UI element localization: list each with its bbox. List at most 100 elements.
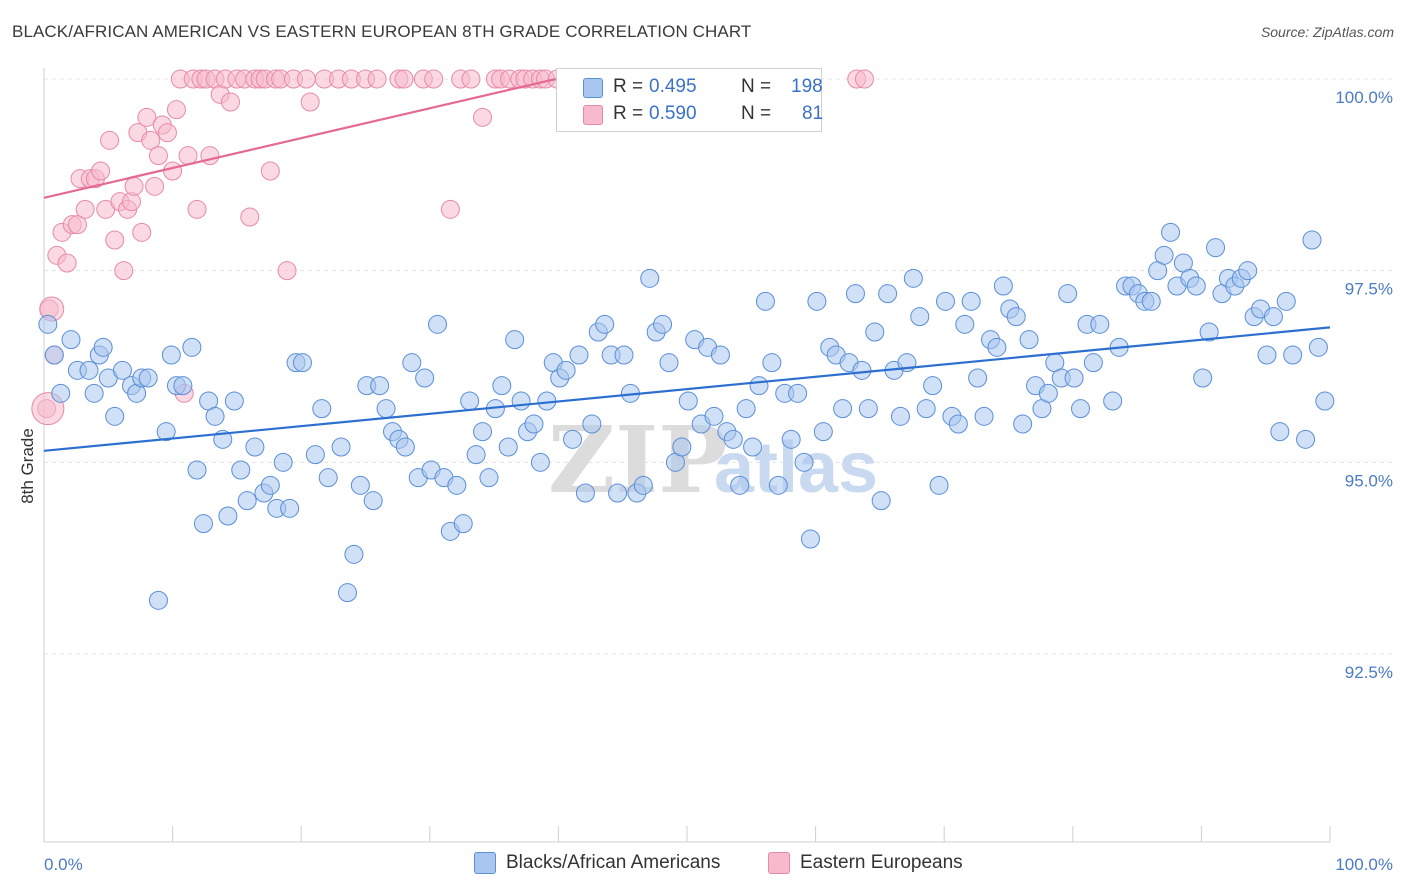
point-black-african-american — [245, 437, 265, 457]
point-black-african-american — [312, 399, 332, 419]
point-black-african-american — [794, 452, 814, 472]
correlation-legend: R = 0.495 N = 198 R = 0.590 N = 81 — [556, 68, 823, 132]
point-black-african-american — [1103, 391, 1123, 411]
point-black-african-american — [1206, 238, 1226, 258]
point-black-african-american — [395, 437, 415, 457]
point-black-african-american — [1058, 284, 1078, 304]
point-eastern-european — [854, 69, 874, 89]
point-black-african-american — [1238, 261, 1258, 281]
point-eastern-european — [124, 176, 144, 196]
point-eastern-european — [100, 130, 120, 150]
point-eastern-european — [461, 69, 481, 89]
point-black-african-american — [530, 452, 550, 472]
point-black-african-american — [138, 368, 158, 388]
point-black-african-american — [193, 514, 213, 534]
point-black-african-american — [1199, 322, 1219, 342]
point-black-african-american — [1315, 391, 1335, 411]
point-black-african-american — [1193, 368, 1213, 388]
point-black-african-american — [659, 353, 679, 373]
series-legend: Blacks/African Americans Eastern Europea… — [0, 852, 1406, 876]
point-black-african-american — [678, 391, 698, 411]
point-black-african-american — [807, 291, 827, 311]
trend-line-blacks-african-americans — [43, 326, 1331, 452]
point-eastern-european — [277, 261, 297, 281]
point-eastern-european — [200, 146, 220, 166]
point-black-african-american — [237, 491, 257, 511]
point-black-african-american — [1302, 230, 1322, 250]
point-black-african-american — [788, 383, 808, 403]
point-black-african-american — [582, 414, 602, 434]
point-black-african-american — [961, 291, 981, 311]
point-black-african-american — [1071, 399, 1091, 419]
y-tick-labels: 92.5% 95.0% 97.5% 100.0% — [1335, 88, 1393, 682]
legend-swatch-blue — [583, 78, 603, 98]
legend-r-label: R = — [613, 103, 644, 124]
point-black-african-american — [273, 452, 293, 472]
grid-lines — [44, 78, 1392, 655]
legend-item-blacks-african-americans: Blacks/African Americans — [474, 852, 720, 874]
point-eastern-european — [296, 69, 316, 89]
point-eastern-european — [157, 123, 177, 143]
y-axis-title: 8th Grade — [18, 428, 37, 504]
point-black-african-american — [1296, 429, 1316, 449]
point-black-african-american — [845, 284, 865, 304]
point-black-african-american — [415, 368, 435, 388]
point-black-african-american — [370, 376, 390, 396]
chart-source: Source: ZipAtlas.com — [1260, 24, 1394, 40]
legend-r-value: 0.495 — [649, 76, 697, 97]
point-eastern-european — [75, 199, 95, 219]
point-black-african-american — [1141, 291, 1161, 311]
point-black-african-american — [1276, 291, 1296, 311]
point-eastern-european — [424, 69, 444, 89]
y-tick-label: 100.0% — [1335, 88, 1393, 107]
series-blacks-african-americans — [38, 222, 1335, 610]
x-tick-label-min: 0.0% — [44, 855, 83, 874]
point-black-african-american — [402, 353, 422, 373]
point-black-african-american — [556, 360, 576, 380]
point-black-african-american — [182, 337, 202, 357]
point-black-african-american — [61, 330, 81, 350]
point-black-african-american — [1283, 345, 1303, 365]
point-black-african-american — [903, 268, 923, 288]
y-tick-label: 92.5% — [1345, 663, 1393, 682]
point-eastern-european — [137, 107, 157, 127]
point-eastern-european — [141, 130, 161, 150]
point-black-african-american — [292, 353, 312, 373]
point-black-african-american — [187, 460, 207, 480]
point-eastern-european — [166, 100, 186, 120]
legend-label: Blacks/African Americans — [506, 852, 721, 873]
point-black-african-american — [460, 391, 480, 411]
point-black-african-american — [878, 284, 898, 304]
trend-lines — [43, 77, 1331, 452]
point-eastern-european — [148, 146, 168, 166]
point-black-african-american — [524, 414, 544, 434]
chart-title: BLACK/AFRICAN AMERICAN VS EASTERN EUROPE… — [12, 22, 752, 41]
point-black-african-american — [730, 475, 750, 495]
point-black-african-american — [331, 437, 351, 457]
point-black-african-american — [768, 475, 788, 495]
point-black-african-american — [704, 406, 724, 426]
point-black-african-american — [1154, 245, 1174, 265]
point-black-african-american — [218, 506, 238, 526]
point-black-african-american — [224, 391, 244, 411]
point-black-african-american — [466, 445, 486, 465]
point-black-african-american — [890, 406, 910, 426]
point-black-african-american — [1083, 353, 1103, 373]
point-black-african-american — [633, 475, 653, 495]
point-black-african-american — [280, 498, 300, 518]
point-black-african-american — [492, 376, 512, 396]
point-black-african-american — [1270, 422, 1290, 442]
point-black-african-american — [1161, 222, 1181, 242]
point-black-african-american — [173, 376, 193, 396]
point-black-african-american — [473, 422, 493, 442]
point-eastern-european — [105, 230, 125, 250]
point-black-african-american — [376, 399, 396, 419]
point-black-african-american — [974, 406, 994, 426]
point-eastern-european — [240, 207, 260, 227]
point-black-african-american — [858, 399, 878, 419]
legend-label: Eastern Europeans — [800, 852, 963, 873]
legend-n-value: 198 — [791, 76, 823, 97]
legend-swatch-pink — [768, 852, 790, 874]
point-black-african-american — [112, 360, 132, 380]
legend-item-eastern-europeans: Eastern Europeans — [768, 852, 963, 874]
